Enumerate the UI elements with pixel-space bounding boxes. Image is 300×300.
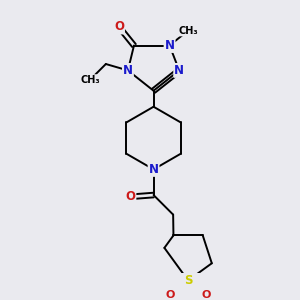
Text: O: O: [201, 290, 211, 300]
Text: O: O: [166, 290, 175, 300]
Text: N: N: [123, 64, 133, 77]
Text: S: S: [184, 274, 192, 287]
Text: O: O: [114, 20, 124, 34]
Text: N: N: [174, 64, 184, 77]
Text: N: N: [165, 39, 175, 52]
Text: CH₃: CH₃: [80, 75, 100, 85]
Text: N: N: [148, 163, 159, 176]
Text: CH₃: CH₃: [178, 26, 198, 35]
Text: O: O: [125, 190, 135, 203]
